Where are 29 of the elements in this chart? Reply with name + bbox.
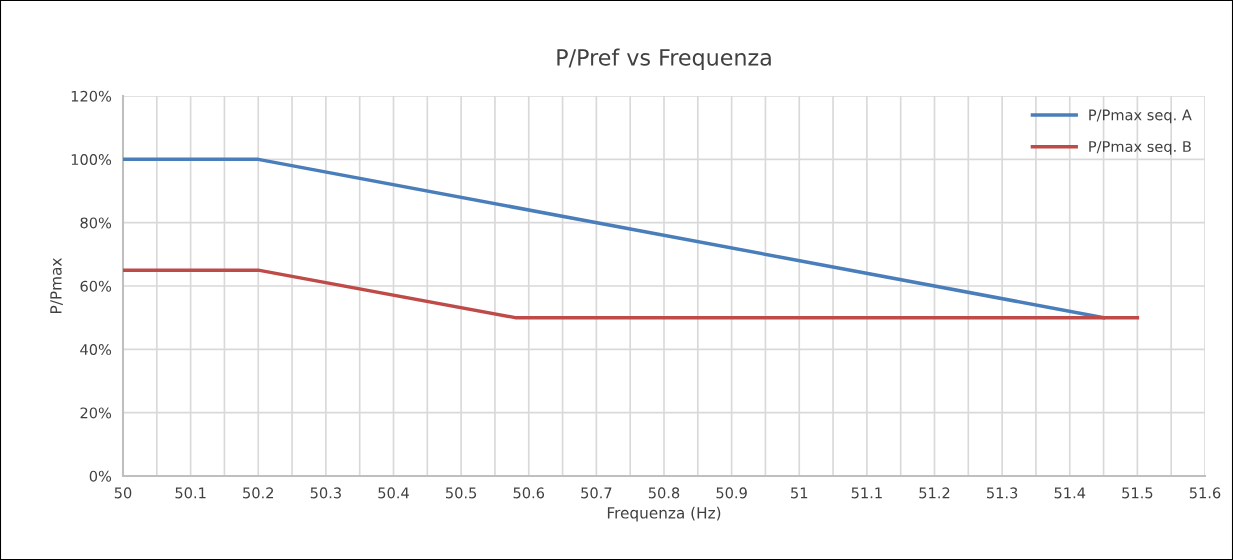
y-axis-title: P/Pmax bbox=[50, 258, 63, 313]
y-tick-label: 100% bbox=[71, 154, 112, 166]
x-tick-label: 51.6 bbox=[1189, 487, 1221, 499]
x-tick-label: 50.2 bbox=[243, 487, 274, 499]
x-tick-label: 50.1 bbox=[175, 487, 206, 499]
y-tick-label: 60% bbox=[80, 280, 112, 292]
x-tick-label: 51.1 bbox=[851, 487, 882, 499]
x-tick-label: 50.9 bbox=[716, 487, 747, 499]
x-tick-label: 50.5 bbox=[446, 487, 477, 499]
x-tick-label: 50.6 bbox=[513, 487, 545, 499]
y-tick-label: 40% bbox=[80, 344, 112, 356]
x-tick-label: 51.3 bbox=[987, 487, 1018, 499]
x-tick-label: 51.5 bbox=[1122, 487, 1153, 499]
y-tick-label: 20% bbox=[80, 407, 112, 419]
y-tick-label: 80% bbox=[80, 217, 112, 229]
x-tick-label: 51.2 bbox=[919, 487, 950, 499]
x-tick-label: 51.4 bbox=[1054, 487, 1086, 499]
x-tick-label: 50.3 bbox=[310, 487, 341, 499]
x-tick-label: 50.4 bbox=[378, 487, 409, 499]
x-tick-label: 51 bbox=[791, 487, 808, 499]
legend-label: P/Pmax seq. A bbox=[1089, 109, 1192, 124]
x-tick-label: 50.7 bbox=[581, 487, 612, 499]
legend-label: P/Pmax seq. B bbox=[1089, 141, 1191, 155]
x-axis-title: Frequenza (Hz) bbox=[607, 506, 721, 522]
chart-title: P/Pref vs Frequenza bbox=[557, 48, 771, 71]
x-tick-label: 50.8 bbox=[648, 487, 680, 499]
y-tick-label: 120% bbox=[71, 90, 112, 102]
y-tick-label: 0% bbox=[89, 470, 112, 482]
x-tick-label: 50 bbox=[114, 487, 132, 499]
